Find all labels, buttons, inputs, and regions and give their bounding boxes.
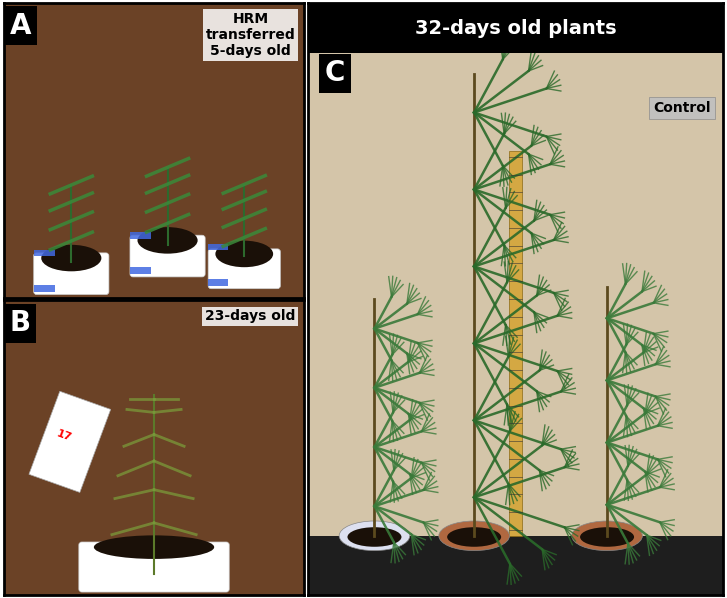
Text: 23-days old: 23-days old [205, 309, 295, 324]
Ellipse shape [447, 527, 501, 547]
Ellipse shape [571, 521, 643, 551]
FancyBboxPatch shape [308, 3, 723, 595]
FancyBboxPatch shape [308, 3, 723, 53]
Ellipse shape [439, 521, 510, 551]
Ellipse shape [215, 240, 273, 267]
Text: B: B [9, 309, 31, 337]
FancyBboxPatch shape [208, 279, 228, 286]
Text: A: A [9, 12, 31, 40]
FancyBboxPatch shape [509, 151, 522, 536]
FancyBboxPatch shape [33, 253, 109, 295]
Ellipse shape [137, 227, 198, 254]
Ellipse shape [94, 535, 214, 559]
Text: HRM
transferred
5-days old: HRM transferred 5-days old [206, 12, 295, 58]
Text: Control: Control [654, 100, 711, 115]
Text: 17: 17 [55, 429, 73, 443]
Ellipse shape [580, 527, 634, 547]
Text: 32-days old plants: 32-days old plants [415, 19, 616, 38]
FancyBboxPatch shape [130, 232, 151, 239]
FancyBboxPatch shape [33, 285, 55, 292]
Polygon shape [29, 391, 111, 492]
FancyBboxPatch shape [130, 235, 205, 277]
Text: C: C [325, 59, 345, 87]
FancyBboxPatch shape [33, 250, 55, 257]
FancyBboxPatch shape [130, 267, 151, 274]
FancyBboxPatch shape [208, 244, 228, 251]
Ellipse shape [340, 521, 410, 551]
FancyBboxPatch shape [4, 300, 305, 595]
FancyBboxPatch shape [4, 3, 305, 298]
FancyBboxPatch shape [79, 542, 229, 592]
FancyBboxPatch shape [208, 249, 281, 289]
FancyBboxPatch shape [308, 536, 723, 595]
Ellipse shape [41, 245, 101, 271]
Ellipse shape [348, 527, 401, 547]
